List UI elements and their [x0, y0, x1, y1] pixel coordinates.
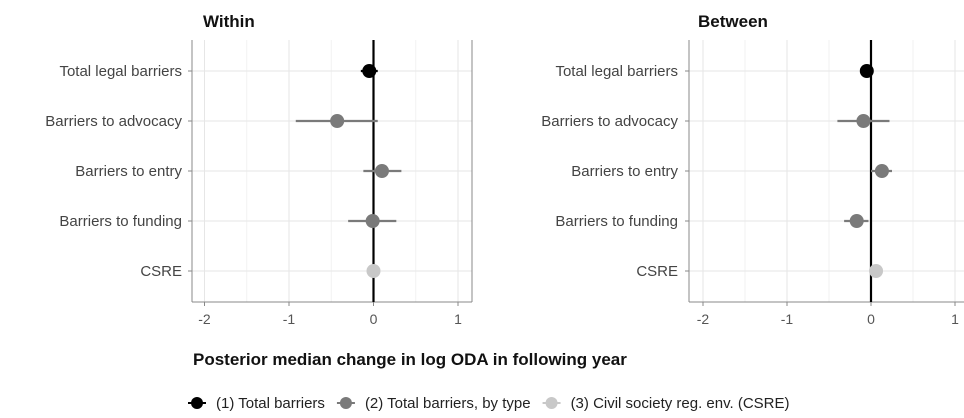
category-label-barriers-to-advocacy: Barriers to advocacy — [45, 113, 182, 130]
category-label-barriers-to-funding: Barriers to funding — [555, 213, 678, 230]
legend-label-2-total-barriers-by-type: (2) Total barriers, by type — [365, 395, 531, 412]
panel-between: Between Total legal barriers Barriers to a… — [541, 12, 964, 327]
point-csre — [869, 264, 884, 278]
point-barriers-to-entry — [374, 164, 389, 178]
category-label-barriers-to-funding: Barriers to funding — [59, 213, 182, 230]
x-tick-label-1: 1 — [454, 311, 462, 327]
point-csre — [366, 264, 381, 278]
panel-within: Within Total legal barriers Barriers to ad… — [45, 12, 473, 327]
point-total-legal-barriers — [859, 64, 874, 78]
legend-label-1-total-barriers: (1) Total barriers — [216, 395, 325, 412]
legend-key-2-total-barriers-by-type — [339, 397, 352, 409]
point-total-legal-barriers — [362, 64, 377, 78]
x-tick-label-2: -2 — [697, 311, 710, 327]
legend-key-1-total-barriers — [191, 397, 203, 409]
point-barriers-to-funding — [849, 214, 864, 228]
point-barriers-to-advocacy — [856, 114, 871, 128]
x-tick-label-1: -1 — [781, 311, 794, 327]
category-label-csre: CSRE — [140, 263, 182, 280]
legend-label-3-civil-society-reg-env-csre: (3) Civil society reg. env. (CSRE) — [571, 395, 790, 412]
category-label-total-legal-barriers: Total legal barriers — [555, 63, 678, 80]
point-barriers-to-funding — [365, 214, 380, 228]
x-tick-label-0: 0 — [370, 311, 378, 327]
point-barriers-to-entry — [874, 164, 889, 178]
panel-title-between: Between — [698, 12, 768, 31]
legend-key-3-civil-society-reg-env-csre — [545, 397, 558, 409]
category-label-barriers-to-advocacy: Barriers to advocacy — [541, 113, 678, 130]
x-tick-label-1: -1 — [283, 311, 296, 327]
x-tick-label-2: -2 — [198, 311, 211, 327]
point-barriers-to-advocacy — [330, 114, 345, 128]
x-axis-label: Posterior median change in log ODA in fo… — [193, 350, 627, 369]
panel-title-within: Within — [203, 12, 255, 31]
x-tick-label-0: 0 — [867, 311, 875, 327]
category-label-barriers-to-entry: Barriers to entry — [75, 163, 182, 180]
x-tick-label-1: 1 — [951, 311, 959, 327]
category-label-csre: CSRE — [636, 263, 678, 280]
category-label-barriers-to-entry: Barriers to entry — [571, 163, 678, 180]
legend: (1) Total barriers (2) Total barriers, by… — [188, 395, 790, 412]
category-label-total-legal-barriers: Total legal barriers — [59, 63, 182, 80]
panels: Within Total legal barriers Barriers to ad… — [45, 12, 964, 327]
